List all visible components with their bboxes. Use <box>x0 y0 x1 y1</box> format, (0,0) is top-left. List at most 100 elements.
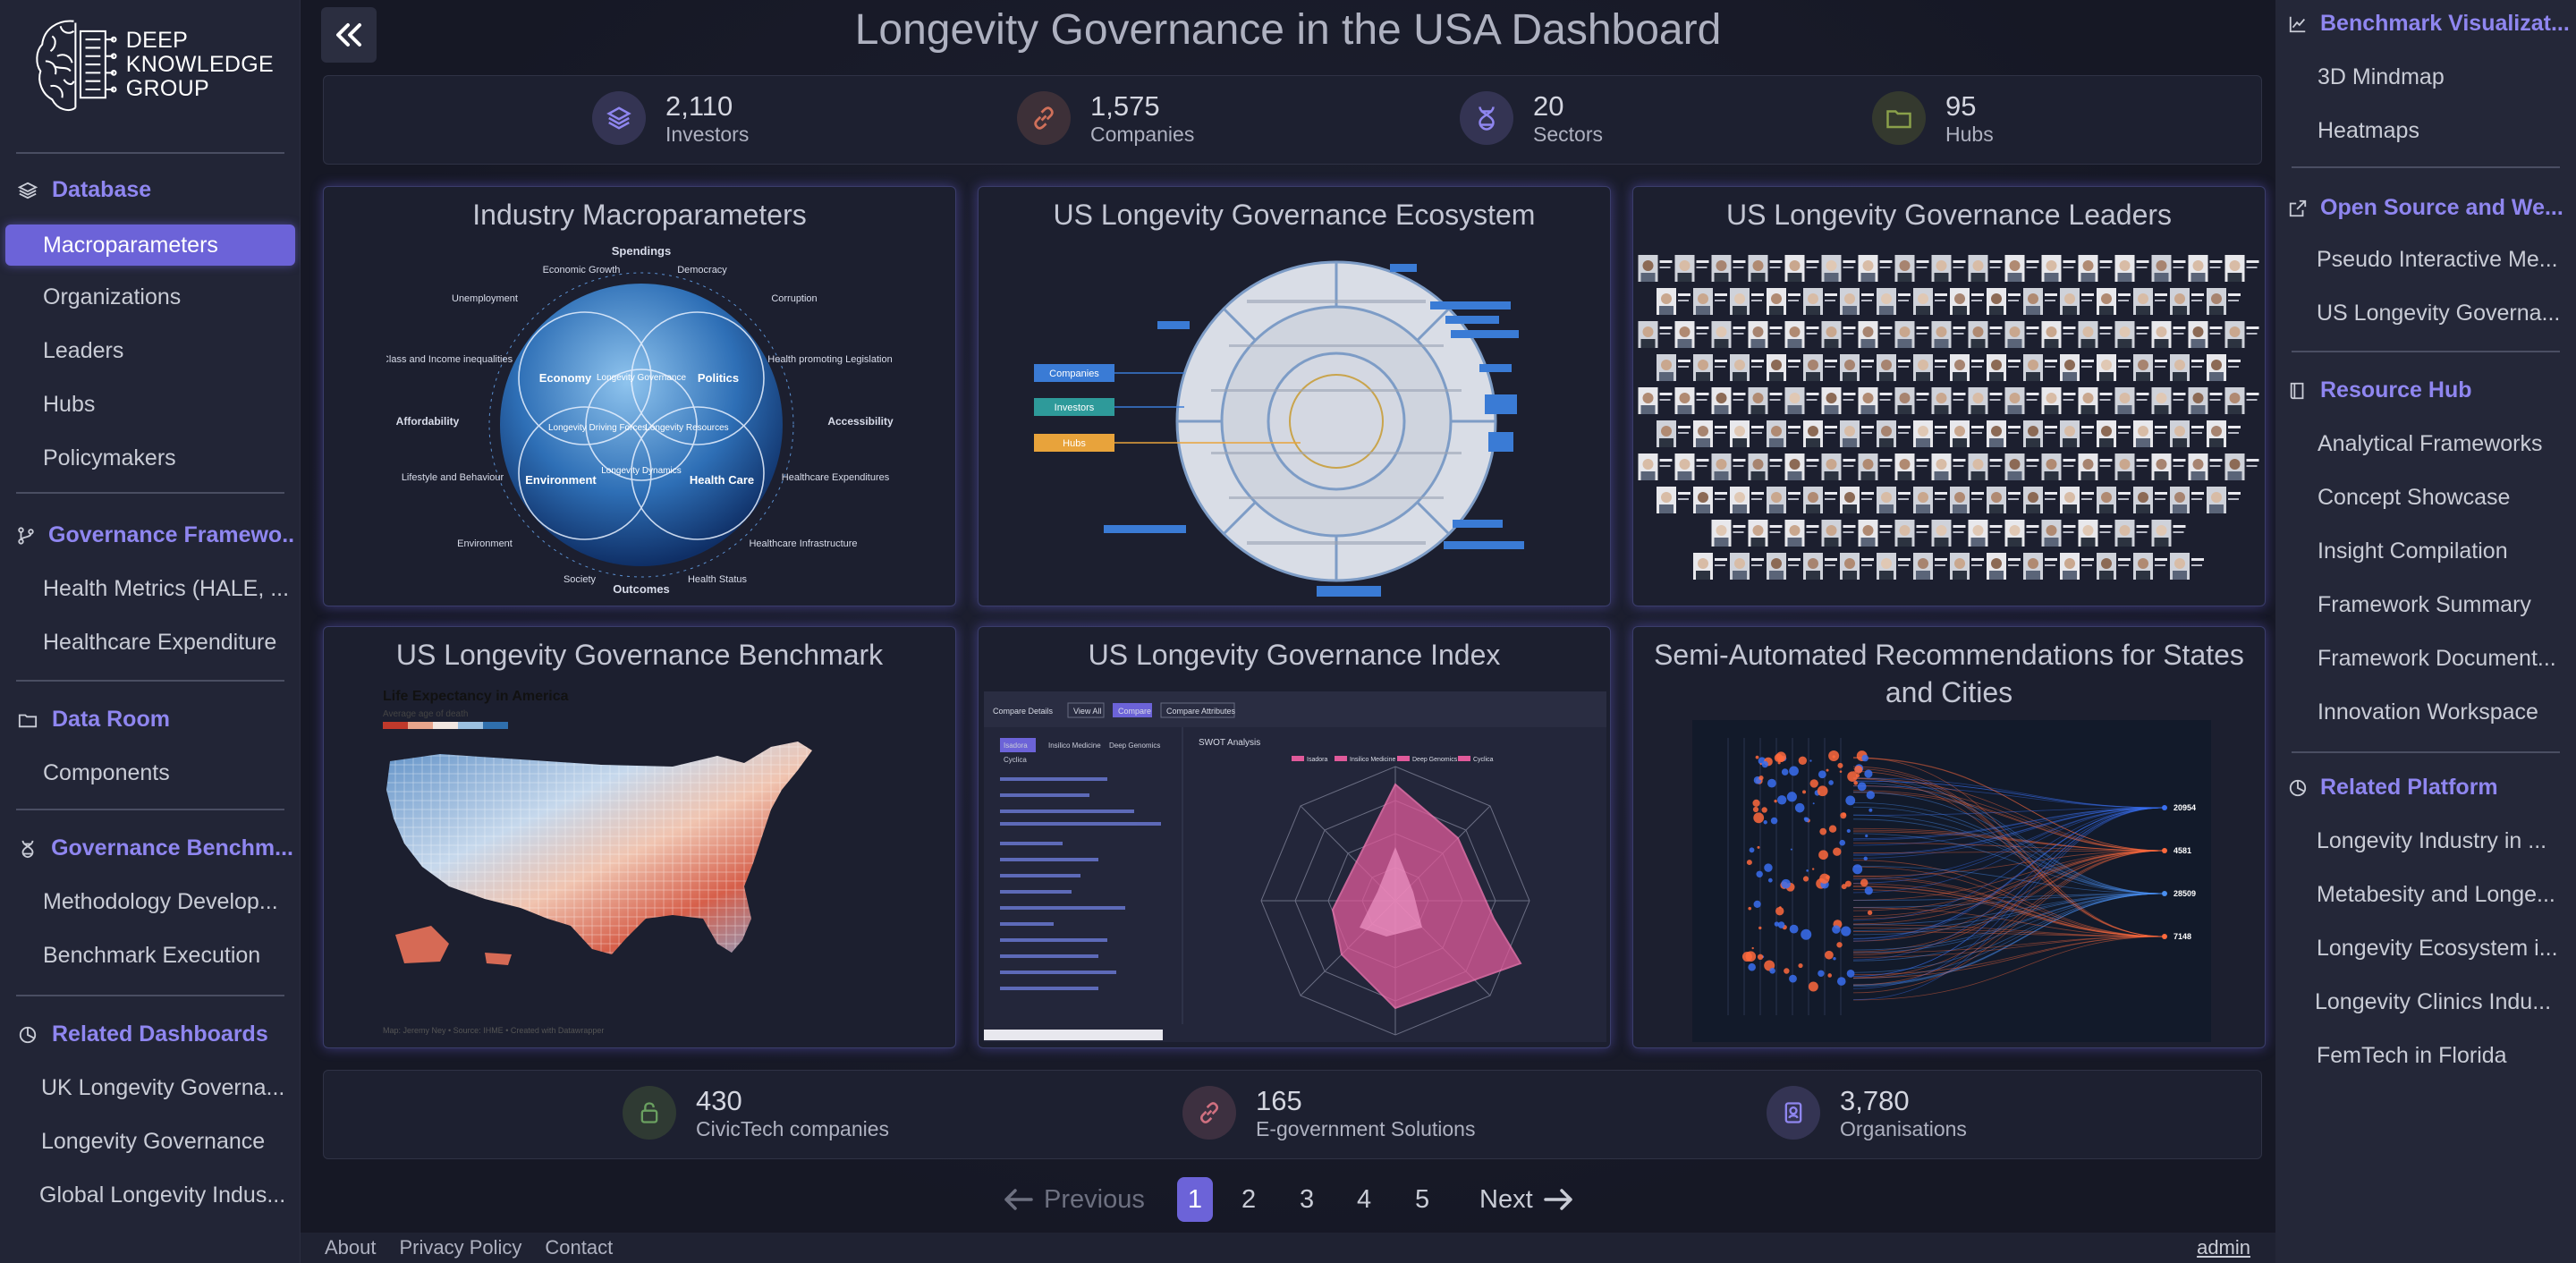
rs-item-3d-mindmap[interactable]: 3D Mindmap <box>2318 64 2445 89</box>
globe-label: Health Status <box>688 574 748 585</box>
sidebar-item-macroparameters[interactable]: Macroparameters <box>5 225 295 266</box>
sidebar-item-healthcare-expenditure[interactable]: Healthcare Expenditure <box>43 630 277 655</box>
sidebar-item-components[interactable]: Components <box>43 760 170 785</box>
sidebar-item-health-metrics[interactable]: Health Metrics (HALE, ... <box>43 576 290 601</box>
rs-item-analytical-frameworks[interactable]: Analytical Frameworks <box>2318 431 2543 456</box>
leader-portrait <box>1858 255 1893 282</box>
radar-legend: Insilico Medicine <box>1350 757 1395 763</box>
leader-portrait <box>1894 321 1929 348</box>
section-label: Resource Hub <box>2320 377 2472 403</box>
globe-circle-label: Environment <box>525 473 597 487</box>
leader-portrait <box>1950 288 1984 315</box>
next-button[interactable]: Next <box>1479 1177 1574 1222</box>
section-label: Governance Benchm... <box>51 835 293 860</box>
user-admin-link[interactable]: admin <box>2197 1236 2250 1259</box>
leader-portrait <box>1693 553 1727 580</box>
leader-portrait <box>1730 553 1764 580</box>
index-tab: Compare Attributes <box>1166 707 1236 716</box>
footer: About Privacy Policy Contact admin <box>301 1233 2275 1263</box>
leader-portrait <box>1730 487 1764 513</box>
leader-portrait <box>1693 354 1727 381</box>
card-benchmark[interactable]: US Longevity Governance Benchmark Life E… <box>323 626 956 1048</box>
sankey-value: 20954 <box>2174 803 2196 812</box>
card-index[interactable]: US Longevity Governance Index Compare De… <box>978 626 1611 1048</box>
leader-portrait <box>1987 420 2021 447</box>
contact-link[interactable]: Contact <box>545 1236 614 1259</box>
leader-portrait <box>2041 255 2076 282</box>
sidebar-item-hubs[interactable]: Hubs <box>43 392 96 417</box>
rs-item-innovation-workspace[interactable]: Innovation Workspace <box>2318 699 2538 725</box>
card-recommendations[interactable]: Semi-Automated Recommendations for State… <box>1632 626 2266 1048</box>
section-resource-hub[interactable]: Resource Hub <box>2286 377 2572 403</box>
leader-portrait <box>2078 387 2113 414</box>
left-sidebar: DEEP KNOWLEDGE GROUP Database Macroparam… <box>0 0 301 1263</box>
card-industry-macroparameters[interactable]: Industry Macroparameters Economy Politic… <box>323 186 956 606</box>
leader-portrait <box>2188 453 2223 480</box>
card-ecosystem[interactable]: US Longevity Governance Ecosystem Compan… <box>978 186 1611 606</box>
brain-chip-logo-icon <box>36 20 117 111</box>
rs-item-longevity-industry[interactable]: Longevity Industry in ... <box>2317 828 2547 853</box>
sidebar-item-organizations[interactable]: Organizations <box>43 284 182 309</box>
leader-portrait <box>2114 255 2149 282</box>
leader-portrait <box>1657 420 1690 447</box>
rs-item-insight-compilation[interactable]: Insight Compilation <box>2318 538 2508 564</box>
section-governance-framework[interactable]: Governance Framewo... <box>16 522 293 548</box>
card-leaders[interactable]: US Longevity Governance Leaders <box>1632 186 2266 606</box>
page-4-button[interactable]: 4 <box>1357 1184 1372 1214</box>
leader-portrait <box>2133 553 2167 580</box>
sidebar-item-global-longevity[interactable]: Global Longevity Indus... <box>39 1182 286 1208</box>
section-governance-benchmark[interactable]: Governance Benchm... <box>16 835 293 861</box>
rs-item-framework-summary[interactable]: Framework Summary <box>2318 592 2531 617</box>
section-related-platform[interactable]: Related Platform <box>2286 775 2572 801</box>
leader-portrait <box>2188 387 2223 414</box>
leader-portrait <box>2188 255 2223 282</box>
rs-item-framework-document[interactable]: Framework Document... <box>2318 646 2556 671</box>
rs-item-metabesity[interactable]: Metabesity and Longe... <box>2317 882 2555 907</box>
rs-item-longevity-ecosystem[interactable]: Longevity Ecosystem i... <box>2317 936 2558 961</box>
collapse-sidebar-button[interactable] <box>321 7 377 63</box>
globe-label: Democracy <box>677 265 727 275</box>
dkg-logo[interactable]: DEEP KNOWLEDGE GROUP <box>32 9 274 121</box>
section-benchmark-visualization[interactable]: Benchmark Visualizat... <box>2286 11 2572 37</box>
section-data-room[interactable]: Data Room <box>16 707 170 733</box>
leader-portrait <box>2078 255 2113 282</box>
rs-item-longevity-clinics[interactable]: Longevity Clinics Indu... <box>2315 989 2552 1014</box>
page-1-button[interactable]: 1 <box>1177 1177 1213 1222</box>
rs-item-femtech-florida[interactable]: FemTech in Florida <box>2317 1043 2507 1068</box>
section-related-dashboards[interactable]: Related Dashboards <box>16 1021 268 1047</box>
privacy-policy-link[interactable]: Privacy Policy <box>399 1236 522 1259</box>
section-open-source[interactable]: Open Source and We... <box>2286 195 2572 221</box>
pie-icon <box>16 1023 39 1047</box>
sankey-flows <box>1852 757 2165 1001</box>
sidebar-item-longevity-governance[interactable]: Longevity Governance <box>41 1129 266 1154</box>
rs-item-concept-showcase[interactable]: Concept Showcase <box>2318 485 2511 510</box>
rs-item-pseudo-interactive[interactable]: Pseudo Interactive Me... <box>2317 247 2558 272</box>
about-link[interactable]: About <box>325 1236 377 1259</box>
section-database[interactable]: Database <box>16 177 151 203</box>
globe-label: Economic Growth <box>543 265 621 275</box>
sidebar-item-uk-longevity[interactable]: UK Longevity Governa... <box>41 1075 285 1100</box>
page-5-button[interactable]: 5 <box>1415 1184 1430 1214</box>
page-2-button[interactable]: 2 <box>1241 1184 1257 1214</box>
stats-bar-top: 2,110 Investors 1,575 Companies 20 Sectors … <box>323 75 2262 165</box>
globe-circle-label: Politics <box>698 371 739 385</box>
leader-portrait <box>1657 354 1690 381</box>
leader-portrait <box>1693 487 1727 513</box>
page-3-button[interactable]: 3 <box>1300 1184 1315 1214</box>
scatter-grid <box>1727 738 1842 1015</box>
sidebar-item-leaders[interactable]: Leaders <box>43 338 124 363</box>
sidebar-item-benchmark-execution[interactable]: Benchmark Execution <box>43 943 261 968</box>
leader-portrait <box>2060 420 2094 447</box>
index-chip: Isadora <box>1004 742 1028 750</box>
leader-portrait <box>2078 453 2113 480</box>
rs-item-us-longevity[interactable]: US Longevity Governa... <box>2317 301 2561 326</box>
leader-portrait <box>2060 288 2094 315</box>
sidebar-item-methodology[interactable]: Methodology Develop... <box>43 889 278 914</box>
rs-item-heatmaps[interactable]: Heatmaps <box>2318 118 2419 143</box>
leader-portrait <box>2041 387 2076 414</box>
previous-button[interactable]: Previous <box>1003 1177 1145 1222</box>
leader-portrait <box>2023 487 2057 513</box>
leader-portrait <box>1894 453 1929 480</box>
sidebar-item-policymakers[interactable]: Policymakers <box>43 445 176 470</box>
leader-portrait <box>1987 487 2021 513</box>
